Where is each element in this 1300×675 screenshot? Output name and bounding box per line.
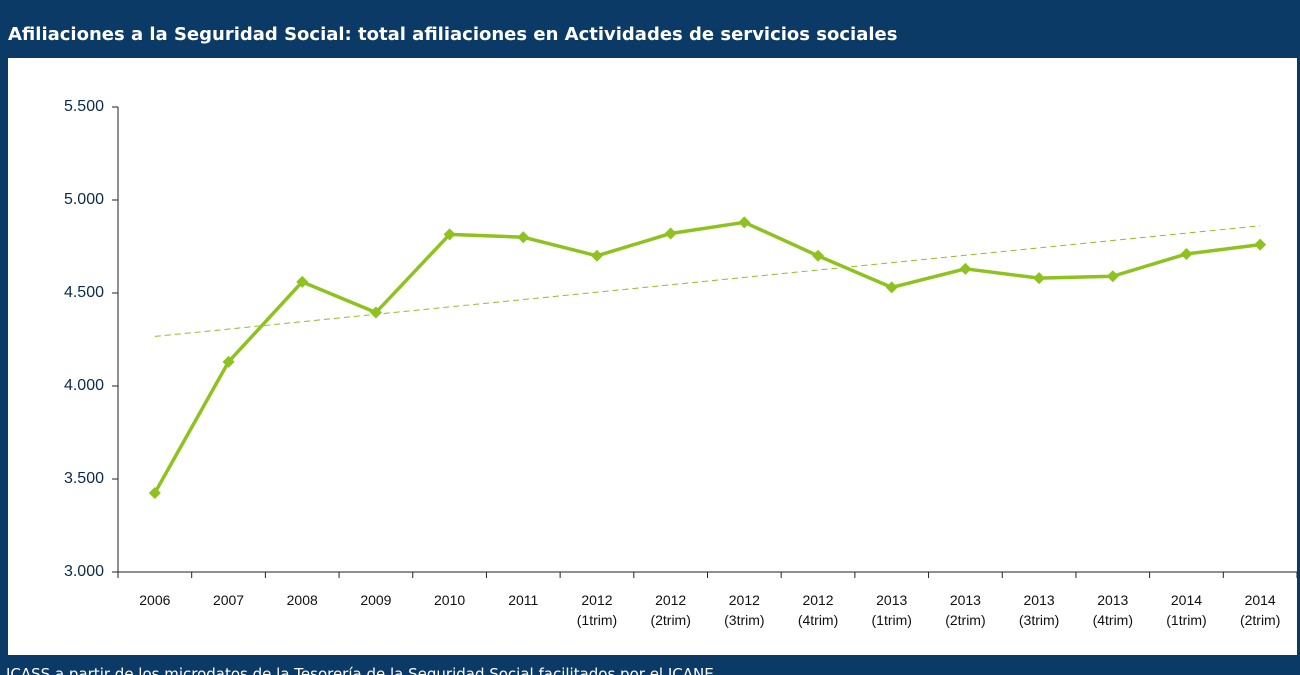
x-tick-label: 2014 (2trim) [1239, 592, 1281, 628]
x-tick-label: 2013 (2trim) [945, 592, 986, 628]
x-tick-label: 2013 (4trim) [1092, 592, 1133, 628]
frame-border [0, 58, 8, 655]
x-tick-label: 2009 [360, 592, 392, 608]
y-tick-label: 3.000 [64, 563, 104, 580]
data-point [222, 355, 235, 368]
y-tick-label: 4.500 [64, 284, 104, 301]
x-tick-label: 2008 [286, 592, 318, 608]
x-tick-label: 2013 (3trim) [1018, 592, 1060, 628]
data-point [369, 306, 382, 319]
data-point [296, 275, 309, 288]
data-point [885, 281, 898, 294]
x-tick-label: 2012 (3trim) [724, 592, 765, 628]
chart: 3.000 3.500 4.000 4.500 5.000 5.500 [64, 98, 1298, 580]
x-tick-label: 2014 (1trim) [1166, 592, 1207, 628]
data-point [1254, 238, 1267, 251]
data-point [148, 486, 161, 499]
y-tick-label: 5.500 [64, 98, 104, 115]
data-line [153, 220, 1261, 494]
x-tick-label: 2010 [434, 592, 466, 608]
data-point [959, 262, 972, 275]
data-point [1106, 270, 1119, 283]
footer: ICASS a partir de los microdatos de la T… [0, 655, 1300, 675]
x-tick-label: 2012 (4trim) [797, 592, 839, 628]
x-tick-label: 2007 [212, 592, 245, 608]
source-note: ICASS a partir de los microdatos de la T… [6, 665, 714, 675]
data-point [812, 249, 825, 262]
data-point [664, 227, 677, 240]
y-tick-label: 4.000 [64, 377, 104, 394]
trend-line [154, 225, 1261, 337]
y-tick-label: 5.000 [64, 191, 104, 208]
data-point [1033, 272, 1046, 285]
x-tick-label: 2012 (1trim) [576, 592, 618, 628]
chart-title: Afiliaciones a la Seguridad Social: tota… [8, 24, 898, 45]
x-tick-label: 2006 [139, 592, 171, 608]
data-point [517, 231, 530, 244]
x-tick-label: 2011 [508, 592, 539, 608]
x-tick-label: 2013 (1trim) [871, 592, 912, 628]
header: Afiliaciones a la Seguridad Social: tota… [0, 0, 1300, 58]
data-point [590, 249, 603, 262]
frame-border [1297, 58, 1300, 655]
x-tick-label: 2012 (2trim) [650, 592, 691, 628]
y-tick-label: 3.500 [64, 470, 104, 487]
data-point [443, 228, 456, 241]
data-point [1180, 247, 1193, 260]
data-point [738, 216, 751, 229]
